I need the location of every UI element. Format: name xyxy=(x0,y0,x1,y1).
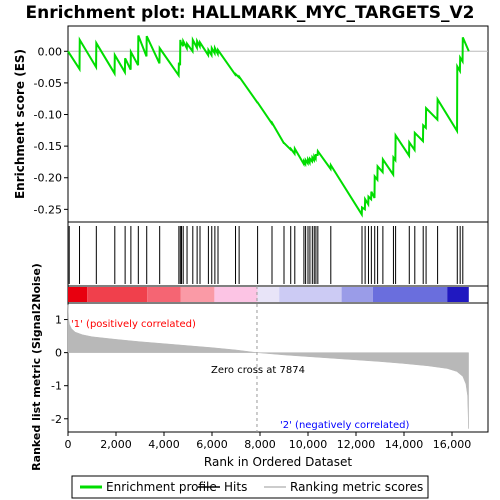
heatmap-band xyxy=(257,287,280,302)
x-tick-label: 10,000 xyxy=(289,438,328,451)
heatmap-band xyxy=(447,287,469,302)
metric-y-axis-label: Ranked list metric (Signal2Noise) xyxy=(30,263,43,471)
zero-cross-label: Zero cross at 7874 xyxy=(211,365,305,376)
heatmap-band xyxy=(147,287,181,302)
heatmap-band xyxy=(279,287,342,302)
heatmap-band xyxy=(87,287,148,302)
x-tick-label: 8,000 xyxy=(244,438,276,451)
metric-tick-label: 1 xyxy=(55,314,62,327)
x-tick-label: 0 xyxy=(65,438,72,451)
es-y-axis-label: Enrichment score (ES) xyxy=(13,49,27,199)
hit-markers xyxy=(68,226,464,284)
legend-label: Hits xyxy=(224,480,247,494)
negative-correlation-label: '2' (negatively correlated) xyxy=(280,420,409,431)
legend-items: Enrichment profile Hits Ranking metric sco… xyxy=(80,480,423,494)
heatmap-band xyxy=(372,287,448,302)
metric-panel xyxy=(67,302,489,433)
es-tick-label: -0.10 xyxy=(34,109,62,122)
metric-tick-label: -2 xyxy=(51,413,62,426)
x-tick-label: 4,000 xyxy=(148,438,180,451)
x-tick-label: 16,000 xyxy=(433,438,472,451)
es-tick-label: 0.00 xyxy=(38,45,63,58)
heatmap-band xyxy=(341,287,373,302)
metric-axis-ticks: 1 0 -1 -2 xyxy=(51,314,68,426)
metric-tick-label: -1 xyxy=(51,380,62,393)
es-tick-label: -0.25 xyxy=(34,203,62,216)
positive-correlation-label: '1' (positively correlated) xyxy=(71,319,196,330)
x-tick-label: 14,000 xyxy=(385,438,424,451)
chart-title: Enrichment plot: HALLMARK_MYC_TARGETS_V2 xyxy=(26,3,475,23)
x-tick-label: 12,000 xyxy=(337,438,376,451)
es-axis-ticks: 0.00 -0.05 -0.10 -0.15 -0.20 -0.25 xyxy=(34,45,68,216)
es-tick-label: -0.15 xyxy=(34,140,62,153)
metric-tick-label: 0 xyxy=(55,347,62,360)
enrichment-profile-line xyxy=(67,35,470,218)
ranked-metric-area xyxy=(67,304,469,429)
legend-label: Ranking metric scores xyxy=(290,480,423,494)
es-tick-label: -0.05 xyxy=(34,77,62,90)
legend xyxy=(71,475,429,499)
x-axis-label: Rank in Ordered Dataset xyxy=(204,455,352,469)
heatmap-band xyxy=(214,287,258,302)
x-axis-ticks: 0 2,000 4,000 6,000 8,000 10,000 12,000 14,000 1… xyxy=(65,432,472,451)
x-tick-label: 6,000 xyxy=(196,438,228,451)
heatmap-band xyxy=(180,287,215,302)
heatmap-band xyxy=(68,287,88,302)
es-tick-label: -0.20 xyxy=(34,172,62,185)
x-tick-label: 2,000 xyxy=(100,438,132,451)
rank-heatmap-bar xyxy=(68,287,469,302)
legend-label: Enrichment profile xyxy=(106,480,217,494)
